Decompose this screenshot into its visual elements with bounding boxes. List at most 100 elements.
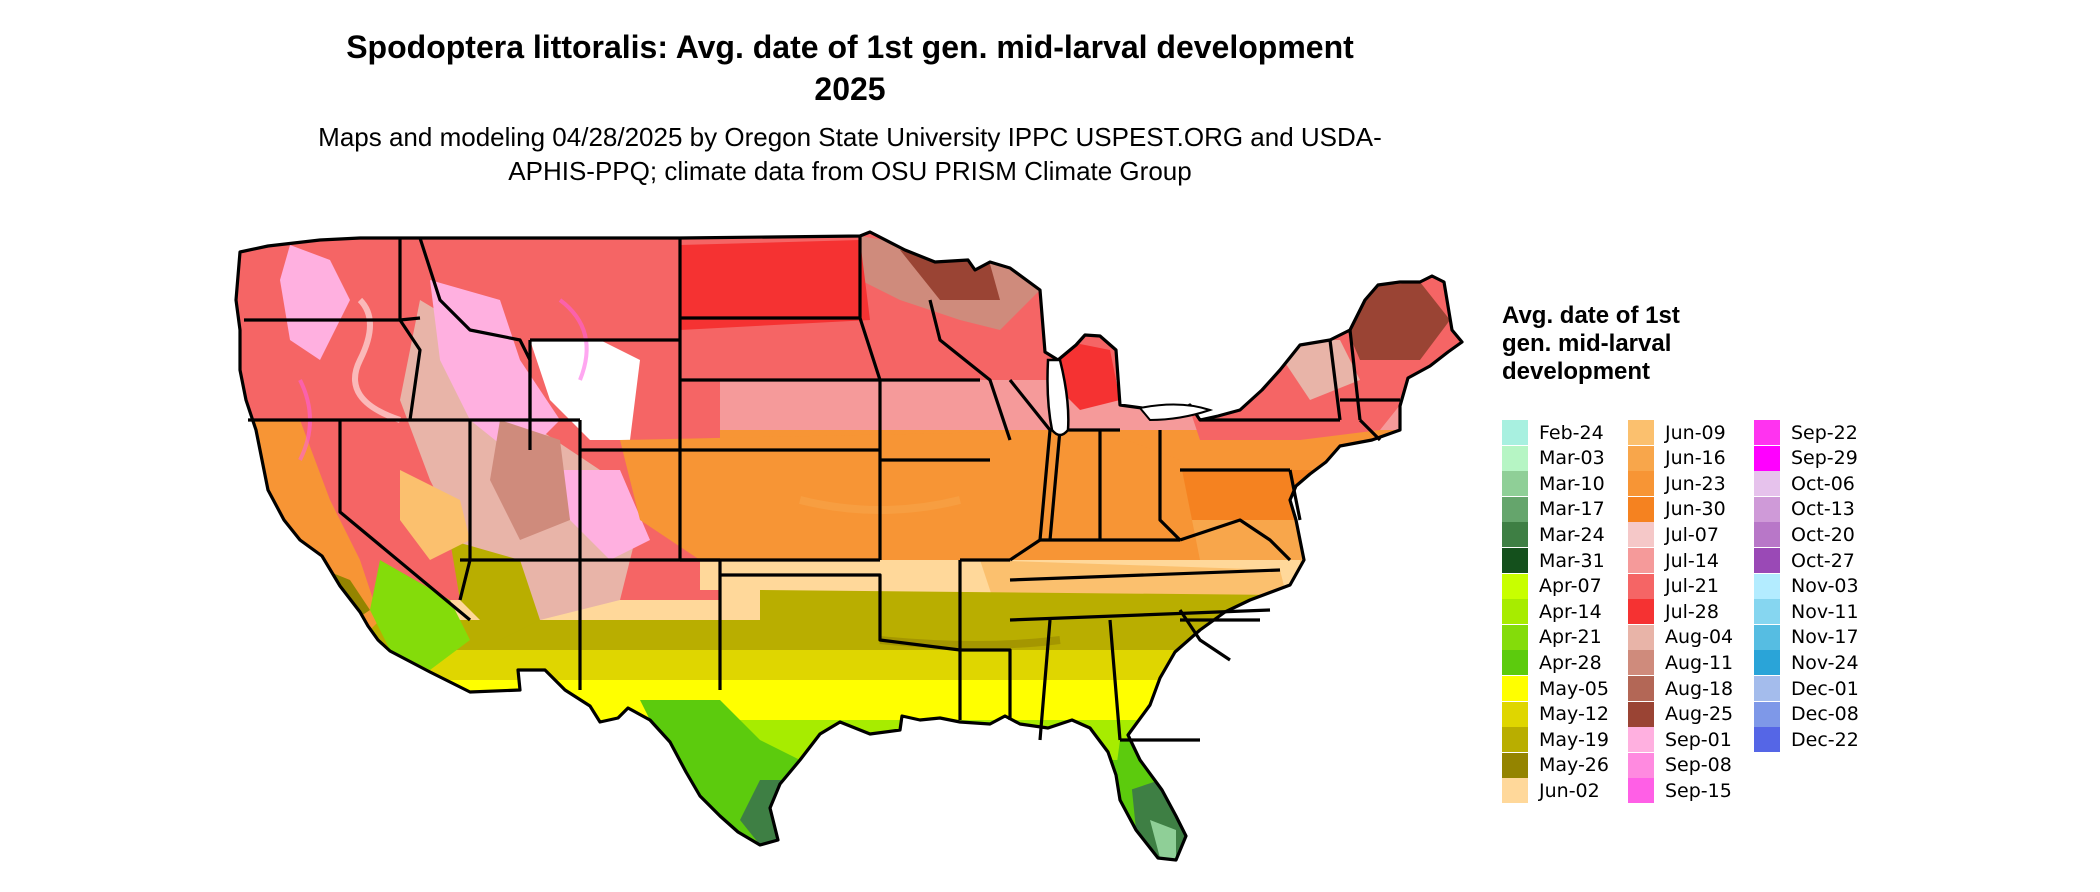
legend-label: Apr-28 xyxy=(1539,651,1602,674)
legend-label: Mar-10 xyxy=(1539,472,1605,495)
legend-swatch xyxy=(1628,701,1654,727)
legend-label: Nov-24 xyxy=(1791,651,1859,674)
legend-label: Oct-06 xyxy=(1791,472,1855,495)
legend-item: Oct-27 xyxy=(1754,548,1855,573)
legend-label: Oct-13 xyxy=(1791,498,1855,521)
great-lakes xyxy=(1046,358,1214,437)
legend-item: May-26 xyxy=(1502,752,1609,778)
legend-swatch xyxy=(1754,496,1780,522)
legend-item: Nov-11 xyxy=(1754,599,1859,625)
legend-label: Nov-17 xyxy=(1791,626,1859,649)
legend-label: Mar-17 xyxy=(1539,498,1605,521)
legend-label: Sep-29 xyxy=(1791,447,1858,470)
legend-item: Jun-30 xyxy=(1628,496,1726,522)
legend-swatch xyxy=(1628,522,1654,548)
legend-label: Jul-28 xyxy=(1665,600,1719,623)
legend-item: Apr-28 xyxy=(1502,650,1602,676)
legend-swatch xyxy=(1502,676,1528,701)
legend-label: Apr-07 xyxy=(1539,575,1602,598)
legend-item: Mar-03 xyxy=(1502,445,1605,471)
legend-swatch xyxy=(1502,599,1528,625)
map-subtitle: Maps and modeling 04/28/2025 by Oregon S… xyxy=(318,122,1382,186)
legend-label: Jul-14 xyxy=(1665,549,1719,572)
legend-swatch xyxy=(1502,650,1528,676)
legend-label: May-12 xyxy=(1539,703,1609,726)
legend-label: Mar-03 xyxy=(1539,447,1605,470)
legend-swatch xyxy=(1502,727,1528,753)
legend-item: Jul-28 xyxy=(1628,599,1719,625)
legend-swatch xyxy=(1628,778,1654,804)
legend-swatch xyxy=(1754,445,1780,471)
legend-item: Mar-17 xyxy=(1502,496,1605,522)
legend-label: Dec-08 xyxy=(1791,703,1859,726)
legend-swatch xyxy=(1754,420,1780,445)
legend-swatch xyxy=(1628,420,1654,445)
legend-label: Feb-24 xyxy=(1539,421,1604,444)
legend-label: Oct-27 xyxy=(1791,549,1855,572)
legend-item: Aug-18 xyxy=(1628,676,1733,701)
legend-label: May-05 xyxy=(1539,677,1609,700)
legend-label: Sep-01 xyxy=(1665,728,1732,751)
legend-item: May-05 xyxy=(1502,676,1609,701)
legend-item: Aug-04 xyxy=(1628,624,1734,650)
legend-swatch xyxy=(1628,624,1654,650)
legend-item: Oct-20 xyxy=(1754,522,1855,548)
legend-swatch xyxy=(1754,599,1780,625)
legend-swatch xyxy=(1502,548,1528,573)
legend-item: Oct-13 xyxy=(1754,496,1855,522)
legend-item: Aug-11 xyxy=(1628,650,1734,676)
legend-swatch xyxy=(1502,445,1528,471)
legend-item: May-19 xyxy=(1502,727,1609,753)
legend-item: May-12 xyxy=(1502,701,1609,727)
legend-label: May-26 xyxy=(1539,754,1609,777)
legend-label: Jun-02 xyxy=(1539,779,1600,802)
legend-item: Apr-14 xyxy=(1502,599,1602,625)
legend-item: Jul-07 xyxy=(1628,522,1719,548)
legend-item: Apr-07 xyxy=(1502,573,1602,599)
legend-label: Jun-23 xyxy=(1665,472,1726,495)
legend-label: Sep-22 xyxy=(1791,421,1858,444)
legend-swatch xyxy=(1628,471,1654,497)
legend-swatch xyxy=(1754,573,1780,599)
legend-item: Jun-02 xyxy=(1502,778,1600,804)
legend-label: Dec-22 xyxy=(1791,728,1859,751)
legend-label: Aug-11 xyxy=(1665,651,1734,674)
legend-label: Mar-31 xyxy=(1539,549,1605,572)
legend-swatch xyxy=(1628,727,1654,753)
legend-item: Jun-09 xyxy=(1628,420,1726,445)
legend-swatch xyxy=(1628,496,1654,522)
legend-label: Jun-16 xyxy=(1665,447,1726,470)
legend-item: Dec-01 xyxy=(1754,676,1859,701)
legend-label: Apr-21 xyxy=(1539,626,1602,649)
legend-item: Apr-21 xyxy=(1502,624,1602,650)
legend-label: Jul-21 xyxy=(1665,575,1719,598)
legend-swatch xyxy=(1628,445,1654,471)
legend-swatch xyxy=(1754,676,1780,701)
legend: Feb-24 Mar-03 Mar-10 Mar-17 Mar-24 Mar-31 Apr-… xyxy=(1502,420,1962,810)
legend-item: Jul-21 xyxy=(1628,573,1719,599)
legend-item: Mar-31 xyxy=(1502,548,1605,573)
legend-swatch xyxy=(1754,548,1780,573)
state-borders xyxy=(234,230,1464,862)
legend-item: Sep-15 xyxy=(1628,778,1732,804)
legend-label: Mar-24 xyxy=(1539,523,1605,546)
legend-swatch xyxy=(1628,548,1654,573)
legend-label: Aug-04 xyxy=(1665,626,1734,649)
legend-item: Aug-25 xyxy=(1628,701,1733,727)
legend-swatch xyxy=(1502,573,1528,599)
legend-label: Nov-03 xyxy=(1791,575,1859,598)
legend-swatch xyxy=(1754,471,1780,497)
legend-label: Nov-11 xyxy=(1791,600,1859,623)
legend-item: Feb-24 xyxy=(1502,420,1604,445)
legend-swatch xyxy=(1502,420,1528,445)
legend-swatch xyxy=(1628,650,1654,676)
legend-swatch xyxy=(1502,701,1528,727)
legend-label: Sep-15 xyxy=(1665,779,1732,802)
legend-item: Sep-01 xyxy=(1628,727,1732,753)
legend-label: Jun-09 xyxy=(1665,421,1726,444)
legend-swatch xyxy=(1754,624,1780,650)
legend-swatch xyxy=(1628,573,1654,599)
legend-swatch xyxy=(1502,752,1528,778)
legend-label: Apr-14 xyxy=(1539,600,1602,623)
legend-title: Avg. date of 1st gen. mid-larval develop… xyxy=(1502,302,1680,385)
